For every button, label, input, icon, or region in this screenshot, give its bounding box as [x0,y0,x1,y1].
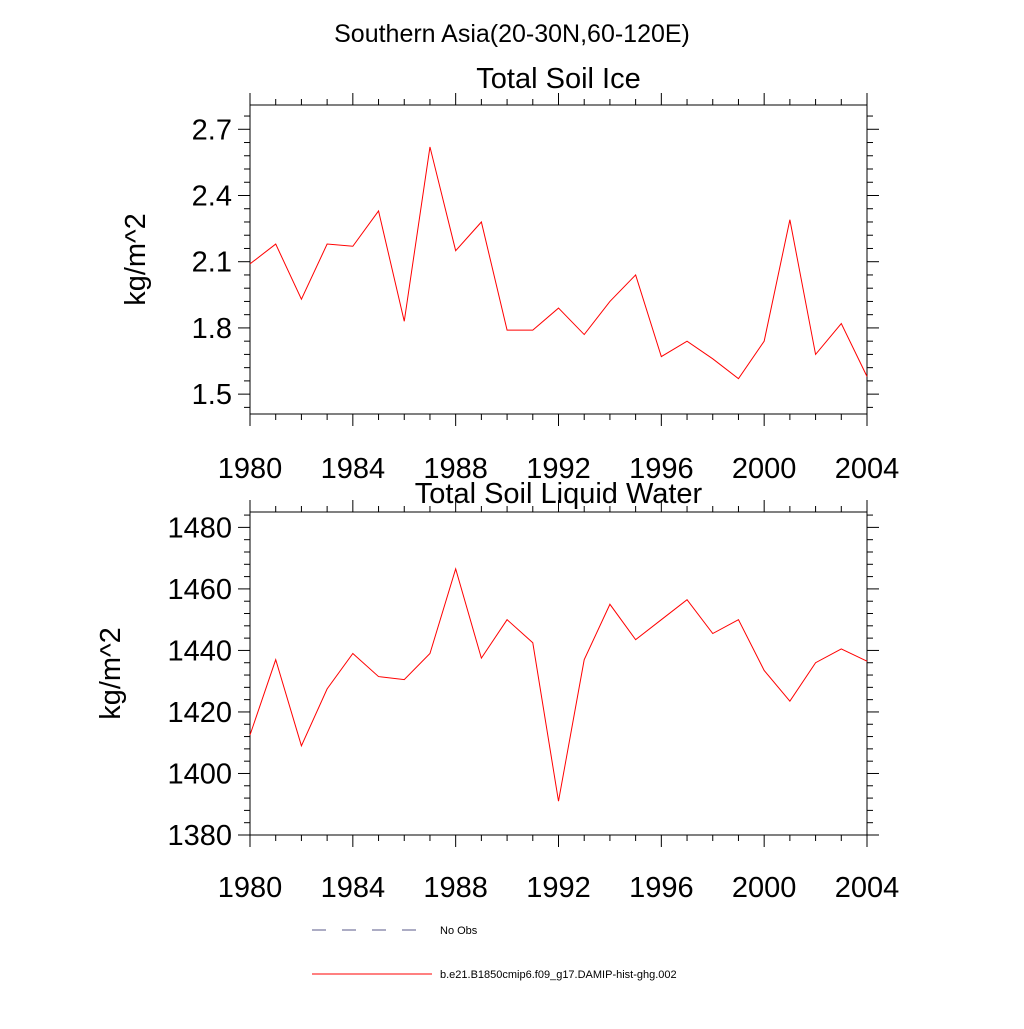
x-tick-label: 1988 [423,872,488,904]
y-tick-label: 1.8 [192,313,232,345]
y-tick-label: 1480 [167,512,232,544]
legend-label-1: No Obs [440,925,478,937]
legend: No Obs b.e21.B1850cmip6.f09_g17.DAMIP-his… [312,925,677,981]
x-tick-label: 2000 [732,453,797,485]
y-tick-label: 1400 [167,758,232,790]
y-tick-label: 2.1 [192,247,232,279]
legend-label-2: b.e21.B1850cmip6.f09_g17.DAMIP-hist-ghg.… [440,969,677,981]
y-tick-label: 1420 [167,697,232,729]
x-tick-label: 2004 [835,872,900,904]
y-tick-label: 1460 [167,574,232,606]
series-line [250,569,867,801]
y-tick-label: 1380 [167,820,232,852]
y-tick-label: 2.4 [192,180,232,212]
x-tick-label: 1996 [629,872,694,904]
y-tick-label: 1.5 [192,379,232,411]
panel-title: Total Soil Ice [476,63,640,95]
x-tick-label: 1980 [218,872,283,904]
plot-frame [250,105,867,414]
y-tick-label: 1440 [167,635,232,667]
figure-title: Southern Asia(20-30N,60-120E) [334,20,690,48]
x-tick-label: 2004 [835,453,900,485]
x-tick-label: 1992 [526,872,591,904]
x-tick-label: 2000 [732,872,797,904]
y-tick-label: 2.7 [192,114,232,146]
y-axis-label: kg/m^2 [120,213,152,306]
series-line [250,147,867,379]
x-tick-label: 1984 [321,872,386,904]
plot-frame [250,512,867,835]
x-tick-label: 1980 [218,453,283,485]
panels: Total Soil Ice kg/m^2 1980 1984 1988 1992 1996… [95,63,899,904]
y-axis-label: kg/m^2 [95,627,127,720]
x-tick-label: 1984 [321,453,386,485]
